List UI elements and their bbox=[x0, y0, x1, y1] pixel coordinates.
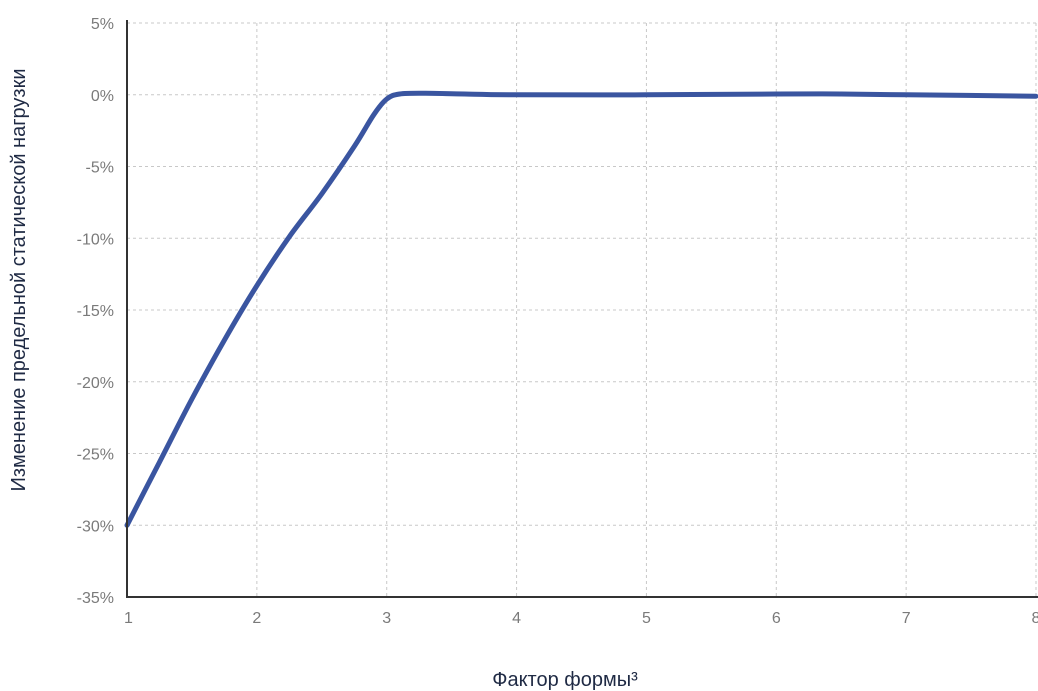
x-tick-label: 5 bbox=[642, 610, 651, 627]
y-axis-title: Изменение предельной статической нагрузк… bbox=[8, 68, 30, 491]
y-tick-label: -20% bbox=[77, 375, 114, 392]
y-tick-label: -15% bbox=[77, 303, 114, 320]
series-line-0 bbox=[124, 90, 1038, 528]
x-tick-label: 8 bbox=[1032, 610, 1038, 627]
y-tick-label: -10% bbox=[77, 231, 114, 248]
y-tick-label: -5% bbox=[86, 160, 114, 177]
x-tick-label: 1 bbox=[124, 610, 133, 627]
y-tick-label: 5% bbox=[91, 16, 114, 33]
x-tick-label: 4 bbox=[512, 610, 521, 627]
y-tick-label: -35% bbox=[77, 590, 114, 607]
series-lines bbox=[124, 90, 1038, 528]
grid-lines bbox=[126, 22, 1037, 598]
tick-labels: 5% 0% -5% -10% -15% -20% -25% -30% -35% 1 2 3 4 5 6 7 8 bbox=[77, 16, 1038, 627]
y-tick-label: -25% bbox=[77, 447, 114, 464]
x-tick-label: 7 bbox=[902, 610, 911, 627]
x-tick-label: 3 bbox=[382, 610, 391, 627]
y-tick-label: -30% bbox=[77, 518, 114, 535]
x-tick-label: 6 bbox=[772, 610, 781, 627]
x-tick-label: 2 bbox=[252, 610, 261, 627]
x-axis-title: Фактор формы³ bbox=[492, 669, 638, 691]
y-tick-label: 0% bbox=[91, 88, 114, 105]
